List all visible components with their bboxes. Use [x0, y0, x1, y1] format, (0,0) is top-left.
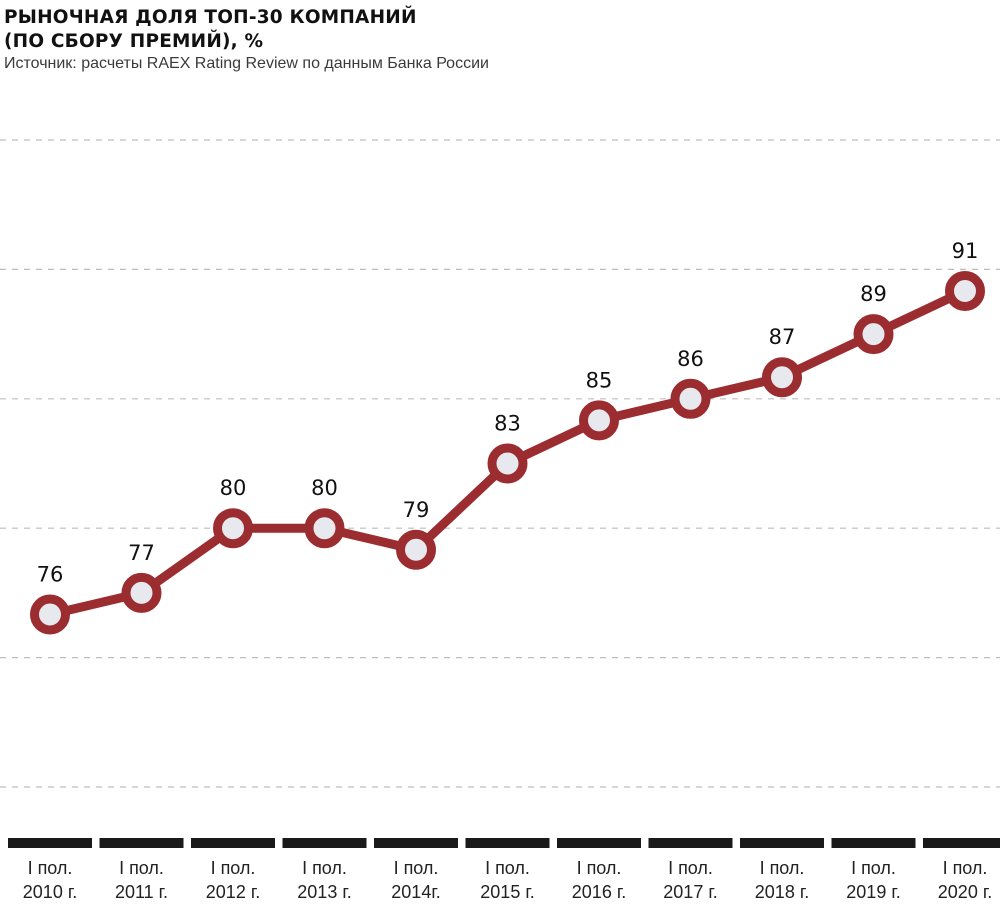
axis-segment	[99, 838, 184, 848]
data-label: 80	[311, 476, 338, 500]
data-label: 80	[220, 476, 247, 500]
chart-title-line1: РЫНОЧНАЯ ДОЛЯ ТОП-30 КОМПАНИЙ	[4, 7, 417, 28]
data-point	[579, 400, 619, 441]
axis-segment	[8, 838, 92, 848]
data-label: 91	[952, 239, 979, 263]
data-point	[487, 443, 528, 484]
data-point	[30, 594, 70, 635]
data-label: 89	[860, 282, 887, 306]
data-label: 79	[403, 498, 430, 522]
axis-segment	[191, 838, 275, 848]
data-point	[121, 572, 162, 613]
data-label: 76	[37, 562, 64, 586]
x-tick-label: I пол. 2016 г.	[572, 858, 626, 902]
x-tick-label: I пол. 2013 г.	[297, 858, 351, 902]
axis-segment	[740, 838, 824, 848]
data-point	[853, 314, 894, 355]
axis-segment	[557, 838, 641, 848]
chart-title: РЫНОЧНАЯ ДОЛЯ ТОП-30 КОМПАНИЙ (ПО СБОРУ …	[4, 6, 764, 54]
axis-segment	[648, 838, 733, 848]
x-tick-label: I пол. 2018 г.	[755, 858, 809, 902]
data-point	[304, 508, 345, 549]
data-point	[670, 378, 711, 419]
x-tick-label: I пол. 2020 г.	[938, 858, 992, 902]
axis-segment	[374, 838, 458, 848]
data-point	[945, 270, 985, 311]
axis-segment	[831, 838, 916, 848]
x-tick-label: I пол. 2010 г.	[23, 858, 77, 902]
data-point	[396, 529, 436, 570]
x-tick-label: I пол. 2019 г.	[846, 858, 900, 902]
axis-segment	[282, 838, 367, 848]
data-point	[762, 357, 802, 398]
x-tick-label: I пол. 2011 г.	[115, 858, 168, 902]
chart-source: Источник: расчеты RAEX Rating Review по …	[4, 55, 489, 72]
data-point	[213, 508, 253, 549]
data-label: 83	[494, 412, 521, 436]
data-label: 77	[128, 541, 155, 565]
x-tick-label: I пол. 2017 г.	[663, 858, 717, 902]
x-tick-label: I пол. 2014г.	[391, 858, 440, 902]
axis-segment	[923, 838, 1000, 848]
data-label: 87	[769, 325, 796, 349]
x-tick-label: I пол. 2015 г.	[480, 858, 534, 902]
data-label: 85	[586, 368, 613, 392]
data-label: 86	[677, 347, 704, 371]
x-tick-label: I пол. 2012 г.	[206, 858, 260, 902]
axis-segment	[465, 838, 550, 848]
chart-title-line2: (ПО СБОРУ ПРЕМИЙ), %	[4, 31, 264, 52]
